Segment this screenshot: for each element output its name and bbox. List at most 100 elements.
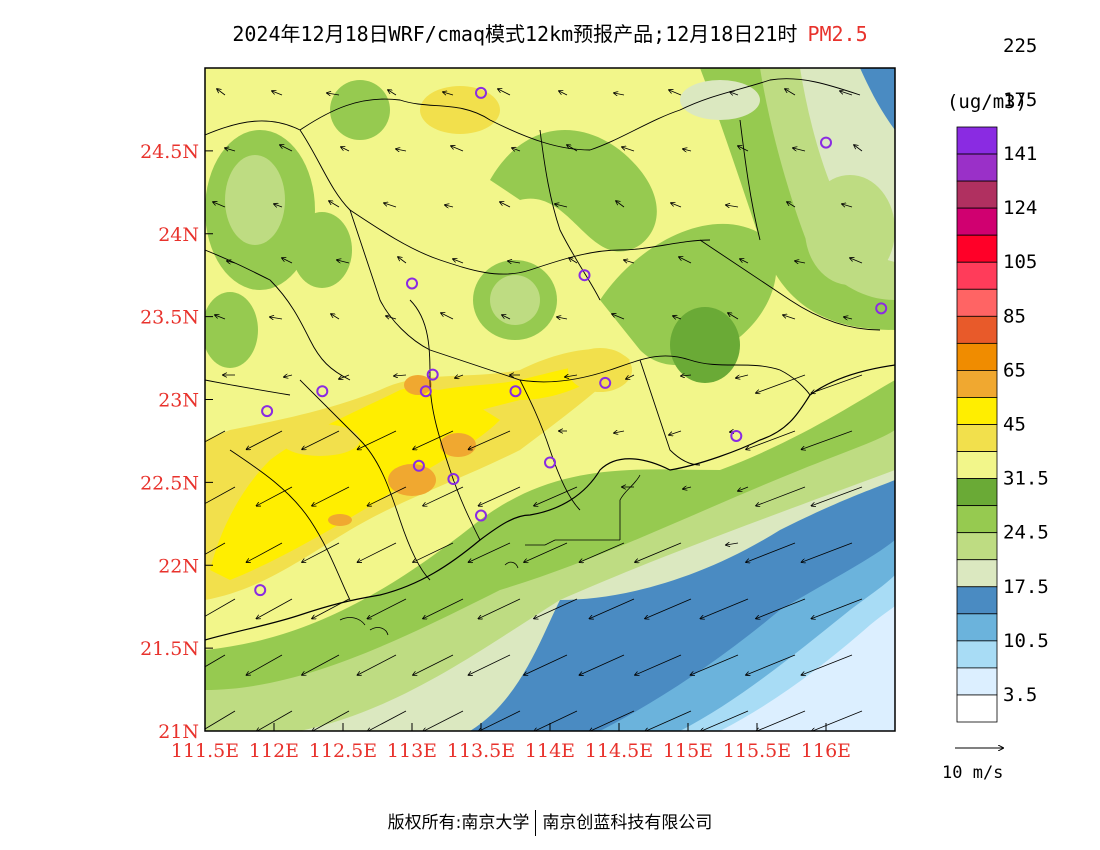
x-axis: 111.5E 112E 112.5E 113E 113.5E 114E 114.5E 115E…	[171, 723, 851, 762]
wind-arrow	[802, 430, 853, 449]
wind-arrow	[580, 654, 625, 675]
wind-arrow	[398, 257, 407, 264]
wind-arrow	[534, 486, 578, 506]
station-marker	[316, 385, 329, 398]
wind-arrow	[227, 261, 236, 263]
wind-scale-label: 10 m/s	[942, 763, 1003, 783]
wind-arrow	[479, 710, 521, 731]
wind-arrow	[756, 598, 806, 619]
wind-arrow	[726, 543, 739, 545]
wind-arrow	[850, 258, 863, 264]
wind-arrow	[274, 204, 283, 207]
legend-swatch	[956, 370, 998, 398]
y-tick-label: 22N	[158, 555, 199, 577]
wind-arrow	[534, 710, 578, 731]
y-tick-label: 21.5N	[140, 638, 199, 660]
map-title: 2024年12月18日WRF/cmaq模式12km预报产品;12月18日21时 P…	[0, 18, 1100, 47]
wind-arrow	[396, 149, 407, 151]
wind-arrow	[756, 710, 806, 731]
wind-arrow	[557, 317, 568, 319]
field-yellow-patch-w	[280, 424, 360, 456]
legend-swatch	[956, 424, 998, 452]
station-marker	[406, 277, 418, 290]
legend-swatch	[956, 505, 998, 534]
wind-arrow	[413, 430, 454, 449]
wind-arrow	[728, 313, 739, 320]
station-marker	[261, 405, 274, 418]
legend-label: 45	[1003, 414, 1026, 436]
legend-swatch	[956, 559, 998, 588]
wind-arrow	[337, 260, 350, 264]
x-tick-label: 115.5E	[723, 740, 791, 762]
legend-swatch	[956, 180, 998, 209]
wind-arrow	[746, 430, 796, 449]
station-marker	[412, 459, 425, 472]
wind-arrow	[508, 261, 521, 263]
wind-arrow	[555, 204, 568, 208]
wind-arrow	[479, 486, 521, 506]
wind-arrow	[225, 148, 236, 151]
concentration-field	[205, 68, 895, 731]
x-tick-label: 112.5E	[309, 740, 377, 762]
field-yellow-patch-n	[420, 86, 500, 134]
wind-arrow	[616, 201, 625, 208]
y-tick-label: 23.5N	[140, 307, 199, 329]
wind-arrow	[559, 91, 568, 96]
wind-arrow	[302, 654, 340, 675]
copyright-company: 南京创蓝科技有限公司	[542, 813, 713, 833]
station-marker	[599, 376, 612, 389]
wind-arrow	[565, 375, 578, 377]
legend-label: 124	[1003, 197, 1037, 219]
wind-arrow	[329, 201, 340, 208]
wind-arrow	[795, 261, 806, 263]
wind-arrow	[302, 430, 340, 449]
wind-arrow	[569, 258, 578, 264]
wind-arrow	[681, 375, 692, 376]
wind-arrow	[498, 89, 511, 96]
wind-arrow	[842, 204, 853, 207]
wind-arrow	[388, 90, 397, 96]
wind-arrow	[534, 598, 578, 619]
field-patch-west2	[292, 212, 352, 288]
wind-arrow	[502, 315, 511, 320]
admin-boundaries	[205, 78, 881, 601]
wind-arrow	[358, 430, 397, 449]
wind-arrow	[740, 259, 749, 264]
wind-arrow	[327, 93, 340, 95]
monitoring-stations	[254, 86, 888, 597]
wind-arrow	[635, 654, 682, 675]
field-patch-north	[330, 80, 390, 140]
legend-swatch	[956, 532, 998, 561]
legend-swatch	[956, 261, 998, 290]
legend-swatch	[956, 667, 998, 696]
x-tick-label: 114.5E	[585, 740, 653, 762]
wind-arrow	[247, 430, 283, 449]
wind-arrow	[590, 710, 635, 731]
field-orange-3	[404, 375, 432, 395]
wind-arrow	[213, 202, 226, 208]
legend-swatch	[956, 586, 998, 615]
legend-swatch	[956, 451, 998, 479]
legend-label: 225	[1003, 35, 1037, 57]
field-orange-4	[328, 514, 352, 526]
legend-label: 24.5	[1003, 522, 1049, 544]
legend-unit: (ug/m3)	[947, 91, 1027, 113]
wind-arrow	[840, 91, 853, 96]
wind-arrow	[205, 430, 226, 443]
y-tick-label: 23N	[158, 390, 199, 412]
wind-arrow	[524, 654, 568, 675]
wind-arrow	[785, 89, 796, 96]
wind-arrow	[701, 598, 749, 619]
wind-arrow	[691, 654, 739, 675]
wind-arrow	[812, 374, 863, 393]
wind-arrow	[669, 430, 682, 435]
wind-arrow	[339, 374, 350, 379]
station-marker	[578, 269, 591, 282]
wind-arrow	[812, 598, 863, 619]
wind-arrow	[358, 654, 397, 675]
wind-arrow	[455, 375, 464, 378]
wind-arrow	[756, 374, 806, 393]
wind-arrow	[645, 598, 692, 619]
title-text: 2024年12月18日WRF/cmaq模式12km预报产品;12月18日21时	[232, 22, 798, 46]
